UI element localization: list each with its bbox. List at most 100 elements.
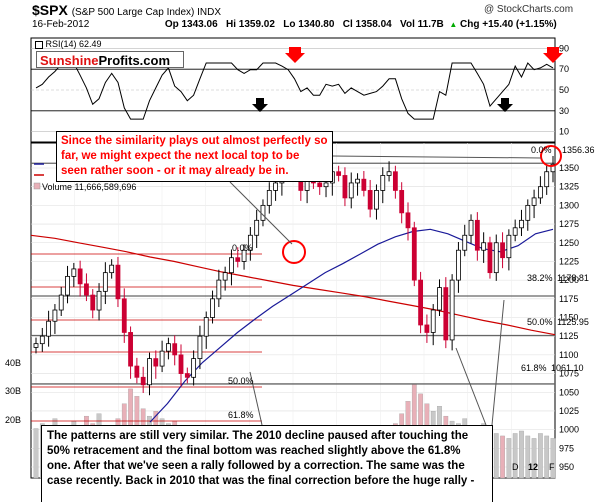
candle — [374, 184, 379, 220]
callout-bottom: The patterns are still very similar. The… — [41, 425, 493, 502]
price-tick-label: 1350 — [559, 163, 579, 173]
volume-bar — [531, 438, 537, 479]
candle — [109, 259, 115, 279]
change: Chg +15.40 (+1.15%) — [460, 19, 557, 30]
volume-legend: Volume 11,666,589,696 — [42, 182, 136, 192]
volume-bar — [512, 433, 518, 479]
candle — [235, 247, 241, 268]
candle — [367, 179, 373, 218]
rsi-tick-label: 10 — [559, 127, 569, 137]
candle — [191, 350, 197, 386]
volume-tick-label: 40B — [5, 358, 21, 368]
price-tick-label: 1125 — [559, 331, 578, 341]
x-label: D — [512, 462, 519, 472]
black-arrow-up-icon — [497, 98, 513, 112]
candle — [128, 326, 133, 379]
candle — [102, 262, 108, 305]
price-tick-label: 1225 — [559, 256, 579, 266]
rsi-ticks: 90 70 50 30 10 — [559, 43, 569, 136]
candle — [229, 249, 234, 286]
open: Op 1343.06 — [164, 19, 218, 30]
candle — [481, 232, 487, 263]
date: 16-Feb-2012 — [32, 19, 90, 30]
fib-2010-618-label: 61.8% — [228, 410, 254, 420]
candle — [216, 269, 222, 308]
volume-bar — [33, 428, 39, 479]
ohlc-row: 16-Feb-2012 Op 1343.06 Hi 1359.02 Lo 134… — [32, 19, 557, 30]
candle — [46, 310, 52, 347]
candle — [65, 265, 70, 304]
candle — [166, 337, 171, 360]
candle — [392, 165, 398, 199]
candle — [500, 232, 505, 269]
candle — [437, 279, 442, 317]
candle — [266, 182, 272, 214]
candle — [361, 170, 367, 197]
volume-bar — [506, 438, 512, 479]
candle — [115, 256, 121, 308]
close: Cl 1358.04 — [342, 19, 392, 30]
price-tick-label: 975 — [559, 443, 574, 453]
red-arrow-down-icon — [285, 47, 305, 63]
candle — [77, 260, 83, 297]
sunshine-profits-logo: SunshineProfits.com — [36, 51, 184, 68]
candle — [456, 242, 461, 293]
candle — [342, 167, 348, 207]
candle — [222, 266, 228, 291]
rsi-label: RSI(14) 62.49 — [35, 39, 102, 49]
high: Hi 1359.02 — [225, 19, 275, 30]
low: Lo 1340.80 — [283, 19, 335, 30]
highlight-circle-2012 — [540, 145, 562, 167]
candle — [33, 337, 39, 354]
volume-bar — [519, 430, 524, 479]
volume-bar — [500, 435, 505, 479]
candle — [418, 271, 423, 334]
fibonacci-lines — [31, 162, 555, 422]
candle — [449, 274, 455, 351]
candle — [537, 176, 543, 204]
candle — [197, 325, 203, 370]
volume-tick-label: 20B — [5, 415, 21, 425]
candle — [178, 344, 184, 387]
candle — [203, 311, 209, 349]
candle — [96, 283, 102, 321]
candle — [430, 304, 436, 346]
candle — [58, 286, 64, 317]
candle — [380, 167, 386, 204]
candle — [52, 304, 58, 334]
price-tick-label: 950 — [559, 462, 574, 472]
candle — [550, 156, 556, 183]
up-arrow-icon: ▲ — [449, 20, 458, 29]
candle — [468, 214, 474, 244]
candle — [172, 335, 178, 366]
moving-average-red — [30, 234, 556, 336]
callout-top: Since the similarity plays out almost pe… — [56, 131, 333, 182]
candle — [443, 277, 449, 349]
candle — [544, 165, 550, 195]
highlight-circle-2010 — [282, 240, 306, 264]
rsi-tick-label: 50 — [559, 85, 569, 95]
fib-2011-618-value: 1061.10 — [551, 363, 584, 373]
fib-2010-50-label: 50.0% — [228, 376, 254, 386]
x-label: F — [549, 462, 555, 472]
volume-legend-swatch — [33, 182, 41, 190]
candle — [71, 262, 77, 287]
volume-bar — [538, 433, 543, 479]
fib-2011-50-label: 50.0% — [527, 317, 553, 327]
price-tick-label: 1000 — [559, 425, 579, 435]
fib-2011-382-label: 38.2% — [527, 273, 553, 283]
candle — [493, 234, 499, 281]
candle — [147, 352, 152, 396]
price-tick-label: 1025 — [559, 406, 579, 416]
candle — [210, 290, 215, 324]
candle — [39, 327, 45, 352]
fib-2011-618-label: 61.8% — [521, 363, 547, 373]
rsi-tick-label: 90 — [559, 43, 569, 53]
candle — [247, 227, 253, 261]
candle — [90, 289, 96, 319]
candle — [159, 340, 165, 373]
rsi-line — [35, 62, 554, 120]
rsi-swatch-icon — [35, 40, 43, 49]
candle — [525, 199, 531, 231]
fib-2011-0-label: 0.0% — [531, 145, 552, 155]
